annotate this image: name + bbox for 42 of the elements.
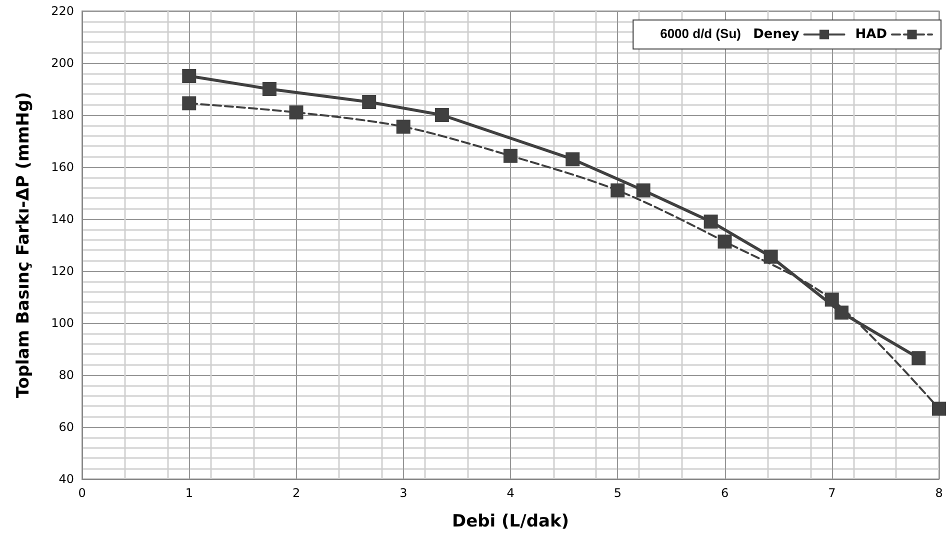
x-tick-label: 6 (720, 486, 729, 500)
x-tick-label: 3 (400, 486, 408, 500)
x-tick-label: 5 (614, 486, 622, 500)
y-tick-label: 220 (51, 4, 74, 18)
y-tick-label: 100 (51, 316, 74, 330)
point (912, 351, 926, 366)
x-axis-title: Debi (L/dak) (452, 512, 570, 532)
point (262, 82, 276, 96)
x-tick-label: 8 (935, 486, 943, 500)
point (182, 96, 196, 110)
point (396, 120, 410, 134)
y-tick-label: 160 (51, 160, 74, 174)
point (704, 214, 718, 229)
point (504, 148, 518, 163)
x-tick-label: 4 (506, 486, 514, 500)
y-tick-label: 200 (51, 56, 74, 70)
y-tick-label: 40 (58, 472, 74, 486)
point (289, 105, 304, 120)
legend-label: Deney (753, 27, 800, 42)
y-tick-label: 140 (51, 212, 74, 226)
point (636, 183, 650, 198)
point (362, 95, 376, 109)
point (764, 250, 778, 264)
point (932, 402, 946, 416)
point (718, 234, 732, 249)
x-tick-label: 1 (185, 486, 193, 500)
y-axis-title: Toplam Basınç Farkı-ΔP (mmHg) (14, 92, 34, 398)
x-tick-label: 7 (828, 486, 836, 500)
y-tick-label: 60 (58, 420, 74, 434)
point (824, 292, 839, 307)
y-tick-label: 120 (51, 264, 74, 278)
point (566, 152, 580, 166)
legend-label: HAD (855, 27, 888, 42)
legend-title: 6000 d/d (Su) (660, 26, 742, 41)
point (182, 69, 196, 83)
y-tick-label: 180 (51, 108, 74, 122)
point (434, 108, 449, 122)
point (834, 306, 849, 320)
x-tick-label: 2 (292, 486, 300, 500)
x-tick-label: 0 (78, 486, 86, 500)
point (610, 183, 625, 198)
y-tick-label: 80 (58, 368, 74, 382)
